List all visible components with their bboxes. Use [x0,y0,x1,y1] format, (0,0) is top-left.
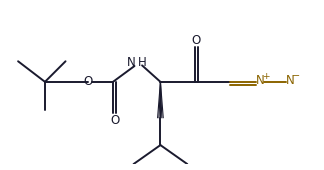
Text: O: O [83,75,92,88]
Text: N: N [286,74,295,87]
Text: N: N [127,56,136,69]
Text: +: + [262,72,270,81]
Text: H: H [138,56,147,69]
Text: O: O [110,114,119,127]
Text: N: N [256,74,264,87]
Text: O: O [192,34,201,47]
Text: −: − [292,71,300,81]
